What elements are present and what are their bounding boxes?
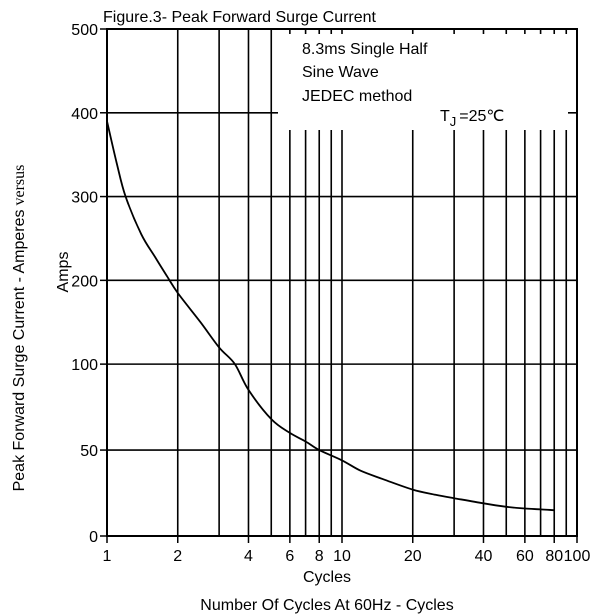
y-axis-unit: Amps xyxy=(55,252,72,293)
x-tick-labels: 1 2 4 6 8 10 20 40 60 80 100 xyxy=(103,536,591,565)
annotation-line-2: Sine Wave xyxy=(302,64,379,81)
y-axis-title-versus: versus xyxy=(11,165,28,206)
annotation-line-3: JEDEC method xyxy=(302,88,412,105)
annotation-line-1: 8.3ms Single Half xyxy=(302,41,428,58)
y-tick-labels: 0 50 100 200 300 400 500 xyxy=(71,22,107,546)
x-tick-label-4: 4 xyxy=(244,548,253,565)
temp-subscript: J xyxy=(450,114,457,129)
y-tick-label-500: 500 xyxy=(71,22,98,39)
x-tick-label-20: 20 xyxy=(404,548,422,565)
y-tick-label-400: 400 xyxy=(71,106,98,123)
y-tick-label-200: 200 xyxy=(71,273,98,290)
x-tick-label-10: 10 xyxy=(333,548,351,565)
annotation-box: 8.3ms Single Half Sine Wave JEDEC method… xyxy=(278,34,568,130)
x-tick-label-40: 40 xyxy=(475,548,493,565)
y-axis-title: Peak Forward Surge Current - Amperes vers… xyxy=(11,165,28,492)
x-tick-label-60: 60 xyxy=(516,548,534,565)
x-tick-label-1: 1 xyxy=(103,548,112,565)
x-axis-subtitle: Number Of Cycles At 60Hz - Cycles xyxy=(200,597,453,614)
surge-current-curve xyxy=(106,120,555,512)
x-tick-label-6: 6 xyxy=(285,548,294,565)
x-axis-title: Cycles xyxy=(303,569,351,586)
x-tick-label-2: 2 xyxy=(173,548,182,565)
x-tick-label-8: 8 xyxy=(315,548,324,565)
temp-symbol: T xyxy=(440,108,450,125)
annotation-background xyxy=(278,34,568,130)
y-tick-label-50: 50 xyxy=(80,443,98,460)
y-tick-label-300: 300 xyxy=(71,190,98,207)
junction-temperature-label: TJ =25℃ xyxy=(440,108,504,129)
x-tick-label-100: 100 xyxy=(564,548,591,565)
y-axis-title-main: Peak Forward Surge Current - Amperes xyxy=(11,210,28,492)
y-tick-label-0: 0 xyxy=(89,529,98,546)
y-tick-label-100: 100 xyxy=(71,357,98,374)
temp-unit: ℃ xyxy=(486,108,504,125)
chart-title: Figure.3- Peak Forward Surge Current xyxy=(103,9,377,26)
temp-value: =25 xyxy=(459,108,486,125)
x-tick-label-80: 80 xyxy=(545,548,563,565)
